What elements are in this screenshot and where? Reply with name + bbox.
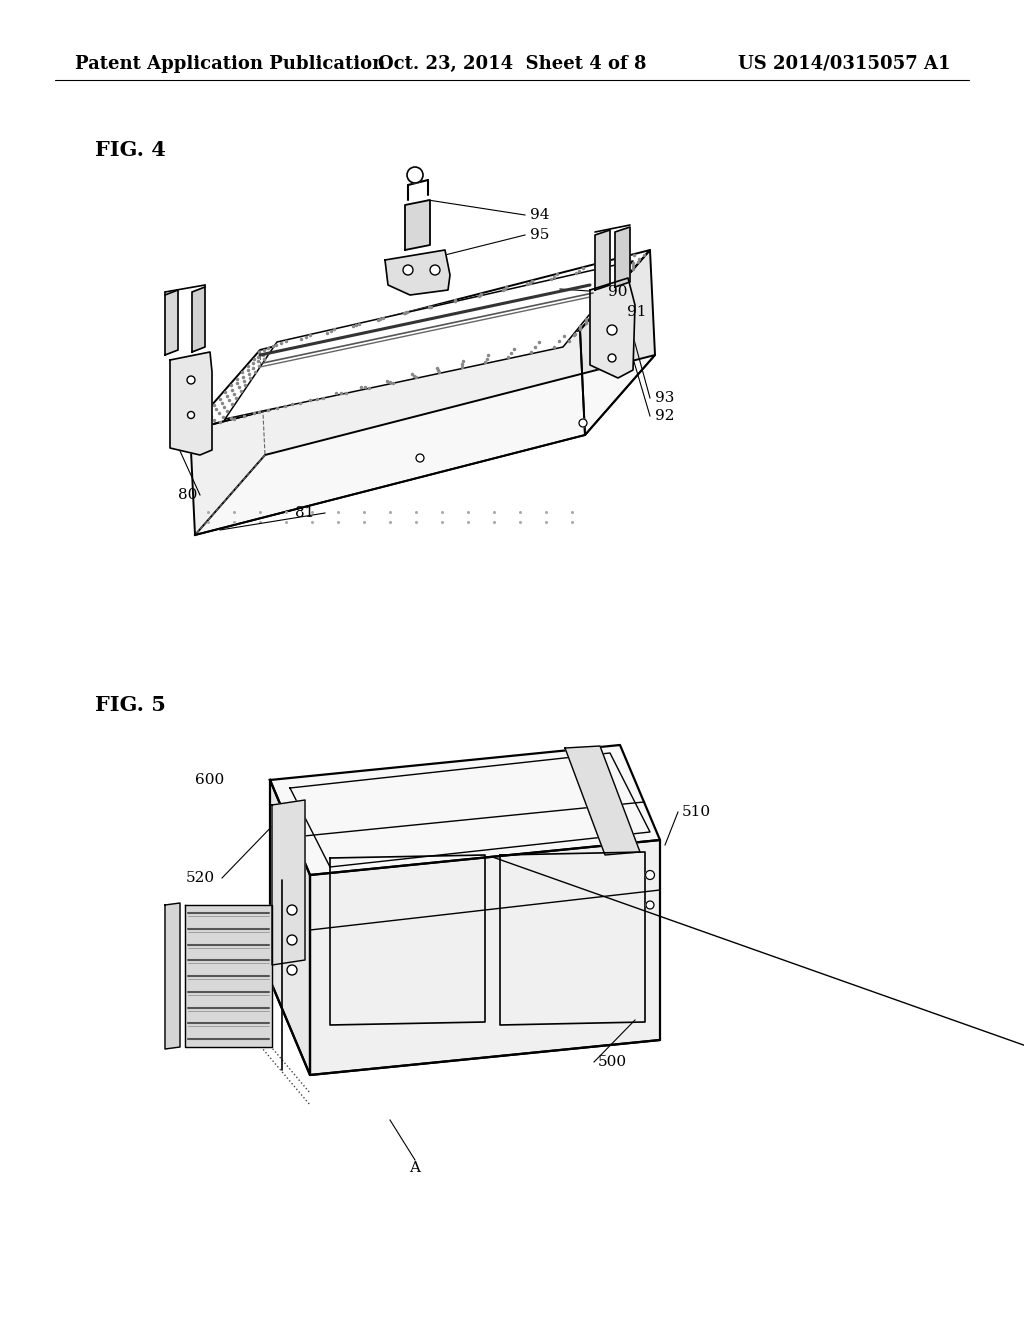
Polygon shape <box>272 800 305 965</box>
Text: 500: 500 <box>598 1055 627 1069</box>
Polygon shape <box>195 355 655 535</box>
Circle shape <box>407 168 423 183</box>
Text: 80: 80 <box>178 488 198 502</box>
Text: Patent Application Publication: Patent Application Publication <box>75 55 385 73</box>
Circle shape <box>287 965 297 975</box>
Circle shape <box>187 376 195 384</box>
Polygon shape <box>615 227 630 286</box>
Polygon shape <box>190 330 585 535</box>
Text: 81: 81 <box>295 506 314 520</box>
Text: 93: 93 <box>655 391 675 405</box>
Polygon shape <box>193 286 205 352</box>
Polygon shape <box>165 290 178 355</box>
Polygon shape <box>165 903 180 1049</box>
Circle shape <box>187 412 195 418</box>
Polygon shape <box>590 279 635 378</box>
Polygon shape <box>225 261 633 418</box>
Circle shape <box>287 906 297 915</box>
Circle shape <box>430 265 440 275</box>
Text: 90: 90 <box>608 285 628 300</box>
Polygon shape <box>270 744 660 875</box>
Circle shape <box>646 902 654 909</box>
Polygon shape <box>385 249 450 294</box>
Polygon shape <box>565 746 640 855</box>
Polygon shape <box>406 201 430 249</box>
Text: 520: 520 <box>186 871 215 884</box>
Polygon shape <box>270 780 310 1074</box>
Text: FIG. 5: FIG. 5 <box>95 696 166 715</box>
Text: FIG. 4: FIG. 4 <box>95 140 166 160</box>
Polygon shape <box>190 249 650 430</box>
Circle shape <box>608 354 616 362</box>
Circle shape <box>607 325 617 335</box>
Text: 94: 94 <box>530 209 550 222</box>
Text: 600: 600 <box>195 774 224 787</box>
Circle shape <box>645 870 654 879</box>
Polygon shape <box>595 230 610 290</box>
Polygon shape <box>170 352 212 455</box>
Text: 91: 91 <box>627 305 646 319</box>
Text: Oct. 23, 2014  Sheet 4 of 8: Oct. 23, 2014 Sheet 4 of 8 <box>378 55 646 73</box>
Text: 510: 510 <box>682 805 711 818</box>
Text: 95: 95 <box>530 228 549 242</box>
Polygon shape <box>310 840 660 1074</box>
Text: 92: 92 <box>655 409 675 422</box>
Circle shape <box>579 418 587 426</box>
Text: A: A <box>410 1162 421 1175</box>
Circle shape <box>403 265 413 275</box>
Polygon shape <box>185 906 272 1047</box>
Circle shape <box>287 935 297 945</box>
Polygon shape <box>580 249 655 436</box>
Text: US 2014/0315057 A1: US 2014/0315057 A1 <box>737 55 950 73</box>
Circle shape <box>416 454 424 462</box>
